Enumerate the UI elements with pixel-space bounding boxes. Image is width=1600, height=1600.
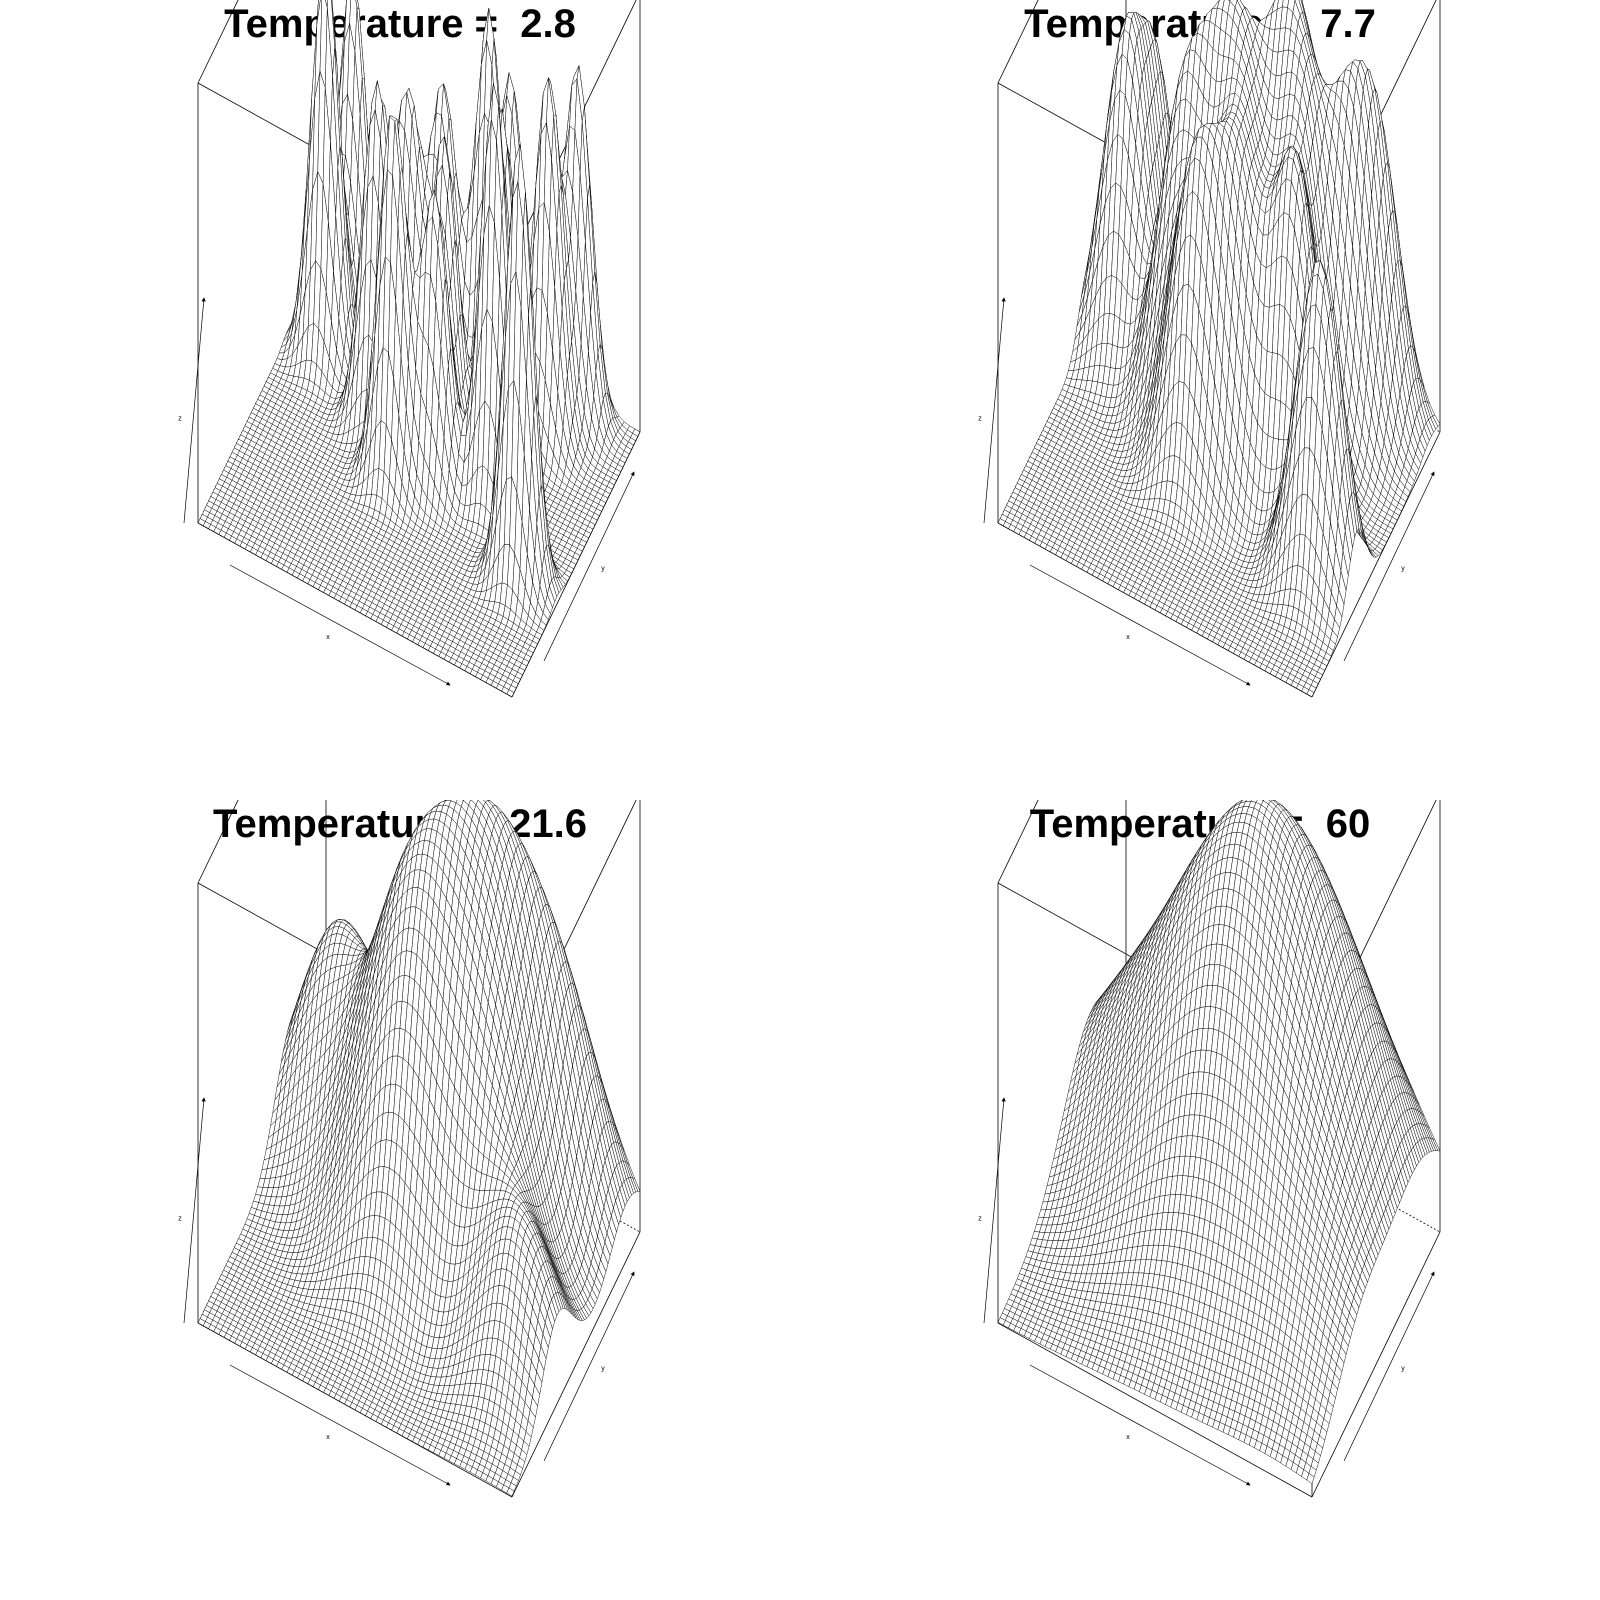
axes — [183, 297, 635, 686]
y-axis-arrow — [543, 471, 635, 662]
box-edge — [197, 522, 513, 698]
surface-mesh — [197, 0, 641, 698]
box-edge — [511, 431, 641, 698]
surface-plot: xyz — [978, 0, 1441, 698]
box-edge — [197, 0, 239, 84]
z-axis-arrow — [183, 297, 206, 524]
z-axis-label: z — [178, 416, 182, 423]
surface-plot: x y z — [178, 0, 641, 698]
box-edge — [997, 0, 1039, 84]
box-front — [197, 431, 641, 698]
y-axis-label: y — [601, 566, 605, 573]
x-axis-label: x — [326, 634, 330, 641]
chart-panel-2: Temperature = 7.7 xyz — [800, 0, 1600, 800]
surface-mesh — [997, 0, 1441, 698]
x-axis-arrow — [229, 564, 451, 686]
